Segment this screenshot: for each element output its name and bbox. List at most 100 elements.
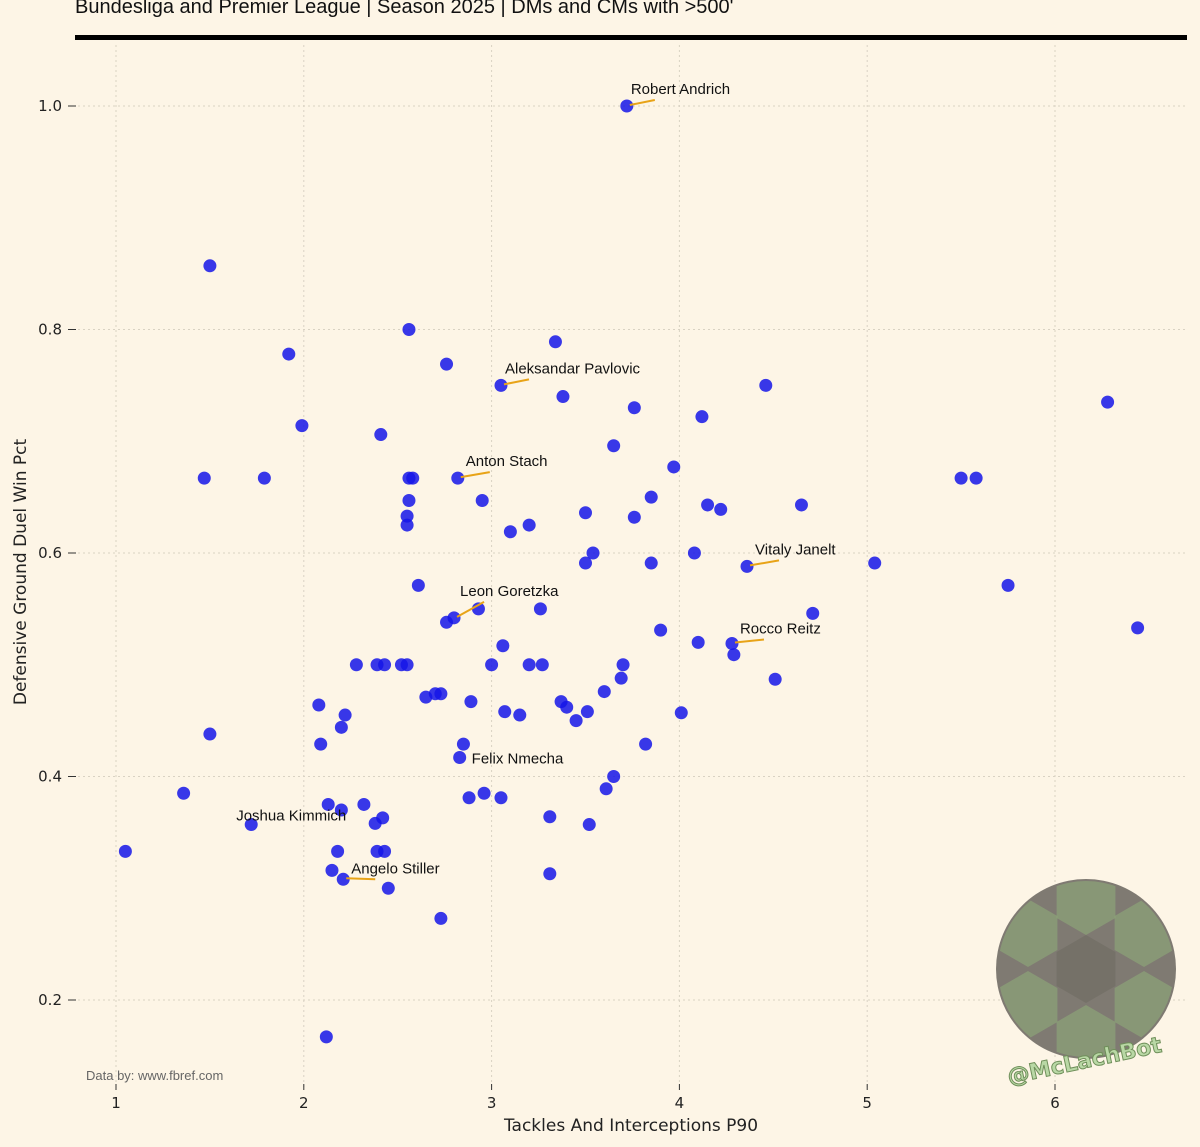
x-tick-label: 1: [111, 1094, 121, 1112]
data-point: [485, 658, 499, 672]
data-point: [282, 347, 296, 361]
annotation-label: Leon Goretzka: [460, 583, 559, 600]
data-point: [654, 623, 668, 637]
data-point: [325, 863, 339, 877]
data-point: [533, 602, 547, 616]
data-source-credit: Data by: www.fbref.com: [86, 1068, 223, 1083]
y-tick-label: 0.2: [38, 991, 62, 1009]
data-point: [627, 510, 641, 524]
data-point: [244, 818, 258, 832]
title-divider: [75, 35, 1187, 40]
data-point: [599, 782, 613, 796]
data-point: [543, 867, 557, 881]
ball-panel: [1056, 881, 1116, 935]
data-point: [969, 471, 983, 485]
data-point: [794, 498, 808, 512]
data-point: [569, 714, 583, 728]
data-point: [197, 471, 211, 485]
x-tick-label: 6: [1050, 1094, 1060, 1112]
y-axis-label: Defensive Ground Duel Win Pct: [11, 439, 31, 706]
data-point: [314, 737, 328, 751]
annotation-leader-line: [460, 471, 490, 479]
data-point: [118, 844, 132, 858]
data-point: [336, 872, 350, 886]
x-tick-label: 5: [862, 1094, 872, 1112]
data-point: [548, 335, 562, 349]
data-point: [349, 658, 363, 672]
ball-panel: [1056, 935, 1116, 1003]
data-point: [406, 471, 420, 485]
data-point: [687, 546, 701, 560]
data-point: [586, 546, 600, 560]
data-point: [1131, 621, 1145, 635]
data-point: [627, 401, 641, 415]
data-point: [312, 698, 326, 712]
data-point: [378, 658, 392, 672]
data-point: [614, 671, 628, 685]
data-point: [535, 658, 549, 672]
annotation-leader-line: [503, 378, 530, 386]
data-point: [451, 471, 465, 485]
data-point: [177, 786, 191, 800]
data-point: [440, 357, 454, 371]
data-point: [400, 509, 414, 523]
data-point: [203, 259, 217, 273]
data-point: [456, 737, 470, 751]
data-point: [695, 410, 709, 424]
annotation-leader-line: [629, 99, 656, 106]
data-point: [381, 881, 395, 895]
data-point: [556, 390, 570, 404]
data-point: [644, 490, 658, 504]
data-point: [620, 99, 634, 113]
data-point: [607, 770, 621, 783]
data-point: [357, 797, 371, 811]
data-point: [560, 700, 574, 714]
data-point: [477, 786, 491, 800]
data-point: [319, 1030, 333, 1044]
data-point: [447, 611, 461, 625]
data-point: [543, 810, 557, 824]
mclachbot-logo: @McLachBot: [996, 879, 1176, 1091]
data-point: [582, 818, 596, 832]
annotation-label: Rocco Reitz: [740, 621, 821, 638]
data-point: [257, 471, 271, 485]
axes: 1 2 3 4 5 6 0.2 0.4 0.6 0.8 1.0: [38, 97, 1060, 1112]
data-point: [639, 737, 653, 751]
data-point: [768, 672, 782, 686]
data-point: [434, 687, 448, 701]
y-tick-label: 0.6: [38, 544, 62, 562]
annotation-label: Joshua Kimmich: [236, 808, 346, 825]
data-point: [1001, 578, 1015, 592]
x-tick-label: 4: [675, 1094, 685, 1112]
data-point: [580, 705, 594, 719]
data-point: [374, 428, 388, 442]
player-annotations: Robert Andrich Aleksandar Pavlovic Anton S…: [236, 81, 836, 881]
data-point: [496, 639, 510, 653]
data-point: [334, 720, 348, 734]
data-points: [118, 99, 1145, 1044]
data-point: [475, 493, 489, 507]
data-point: [607, 439, 621, 453]
data-point: [1101, 395, 1115, 409]
data-point: [378, 844, 392, 858]
data-point: [725, 637, 739, 651]
data-point: [714, 502, 728, 516]
y-tick-label: 1.0: [38, 97, 62, 115]
data-point: [954, 471, 968, 485]
y-tick-label: 0.8: [38, 321, 62, 339]
x-tick-label: 3: [487, 1094, 497, 1112]
data-point: [579, 506, 592, 520]
data-point: [740, 559, 754, 573]
annotation-leader-line: [346, 877, 376, 881]
data-point: [402, 493, 416, 507]
data-point: [338, 708, 352, 722]
data-point: [400, 518, 414, 532]
data-point: [402, 323, 416, 336]
data-point: [331, 844, 345, 858]
data-point: [334, 803, 348, 817]
data-point: [806, 606, 820, 620]
data-point: [203, 727, 217, 741]
data-point: [494, 791, 508, 805]
annotation-leader-line: [749, 559, 780, 567]
